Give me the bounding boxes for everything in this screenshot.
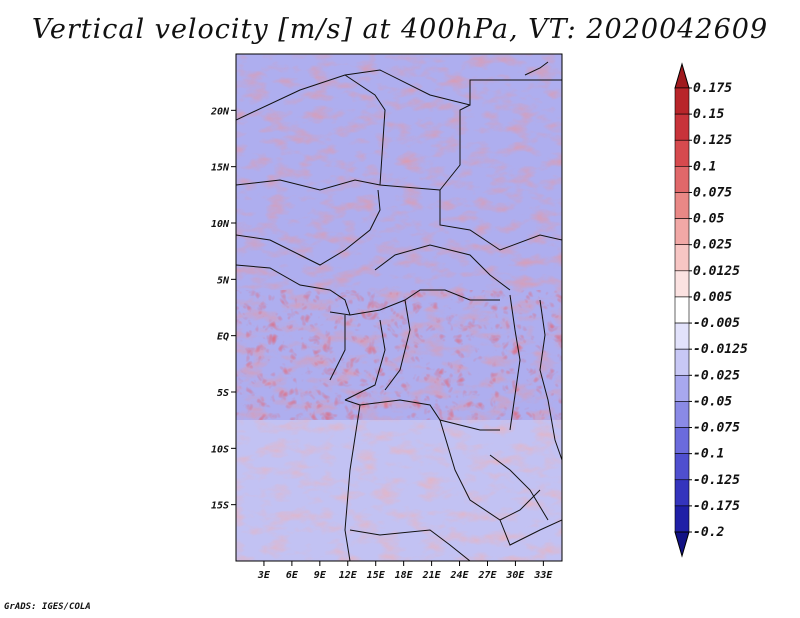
- colorbar-segment: [674, 270, 690, 298]
- colorbar-segment: [674, 374, 690, 402]
- colorbar-label: 0.075: [693, 185, 732, 200]
- x-tick-label: 9E: [314, 570, 327, 581]
- colorbar-label: 0.15: [693, 107, 724, 122]
- colorbar-segment: [674, 322, 690, 350]
- colorbar-label: 0.175: [693, 81, 732, 96]
- colorbar-label: -0.075: [693, 421, 740, 436]
- x-tick-label: 24E: [450, 570, 470, 581]
- colorbar-segment: [674, 113, 690, 141]
- colorbar-label: -0.175: [693, 499, 740, 514]
- colorbar-label: -0.025: [693, 368, 740, 383]
- y-axis: 20N 15N 10N 5N EQ 5S 10S 15S: [210, 106, 236, 512]
- country-borders: [236, 61, 562, 561]
- colorbar-label: -0.2: [693, 525, 724, 540]
- x-tick-label: 27E: [477, 570, 497, 581]
- colorbar-segment: [674, 348, 690, 376]
- colorbar-label: 0.005: [693, 290, 732, 305]
- y-tick-label: 5S: [217, 388, 229, 399]
- velocity-field: [236, 54, 562, 561]
- x-tick-label: 6E: [286, 570, 299, 581]
- colorbar-bottom-arrow: [674, 531, 690, 558]
- footer-credit: GrADS: IGES/COLA: [4, 602, 91, 612]
- colorbar-segment: [674, 218, 690, 246]
- colorbar-segment: [674, 479, 690, 507]
- colorbar-label: -0.125: [693, 473, 740, 488]
- y-tick-label: 15N: [211, 163, 230, 174]
- y-tick-label: EQ: [217, 332, 229, 343]
- colorbar-label: -0.05: [693, 394, 732, 409]
- colorbar-label: 0.025: [693, 238, 732, 253]
- colorbar-segment: [674, 139, 690, 167]
- y-tick-label: 20N: [210, 106, 230, 117]
- colorbar-segment: [674, 296, 690, 324]
- colorbar-segment: [674, 244, 690, 272]
- colorbar-label: 0.0125: [693, 264, 740, 279]
- y-tick-label: 5N: [217, 275, 230, 286]
- colorbar-segment: [674, 505, 690, 533]
- colorbar: 0.175 0.15 0.125 0.1 0.075 0.05 0.025 0.0125 0.0…: [674, 62, 748, 558]
- x-tick-label: 18E: [395, 570, 414, 581]
- colorbar-segment: [674, 401, 690, 428]
- colorbar-label: -0.005: [693, 316, 740, 331]
- x-tick-label: 12E: [339, 570, 358, 581]
- x-tick-label: 21E: [422, 570, 442, 581]
- x-tick-label: 30E: [505, 570, 525, 581]
- colorbar-segment: [674, 453, 690, 481]
- y-tick-label: 15S: [211, 501, 229, 512]
- y-tick-label: 10N: [211, 219, 230, 230]
- chart-title: Vertical velocity [m/s] at 400hPa, VT: 2…: [31, 14, 769, 45]
- x-tick-label: 15E: [367, 570, 386, 581]
- colorbar-label: 0.125: [693, 133, 732, 148]
- colorbar-label: 0.1: [693, 159, 716, 174]
- y-tick-label: 10S: [211, 444, 229, 455]
- colorbar-segment: [674, 427, 690, 454]
- colorbar-label: -0.1: [693, 447, 724, 462]
- x-tick-label: 33E: [533, 570, 553, 581]
- colorbar-label: -0.0125: [693, 342, 748, 357]
- x-tick-label: 3E: [257, 570, 271, 581]
- colorbar-top-arrow: [674, 62, 690, 89]
- colorbar-segment: [674, 87, 690, 115]
- colorbar-segment: [674, 192, 690, 219]
- x-axis: 3E 6E 9E 12E 15E 18E 21E 24E 27E 30E 33E: [257, 561, 553, 581]
- colorbar-label: 0.05: [693, 212, 724, 227]
- map-frame: [235, 53, 563, 562]
- colorbar-segment: [674, 166, 690, 193]
